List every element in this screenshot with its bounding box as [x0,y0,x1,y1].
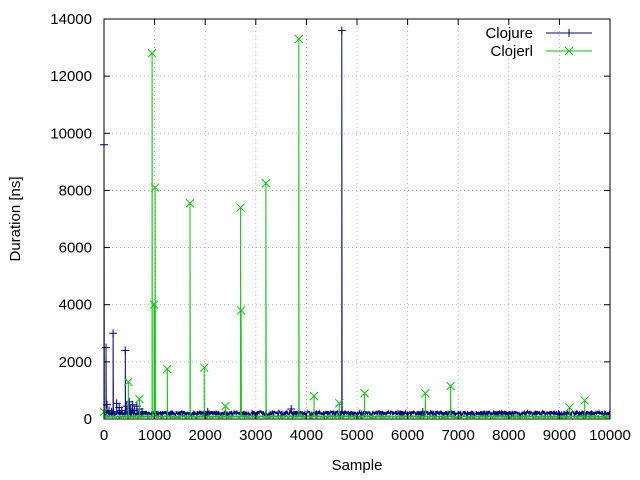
y-tick-label: 0 [84,411,92,428]
data-point [149,300,159,310]
data-point [203,407,212,416]
x-tick-label: 6000 [391,427,424,444]
legend-marker [565,29,573,37]
y-axis-label: Duration [ns] [7,176,24,261]
x-tick-label: 10000 [589,427,631,444]
x-tick-label: 7000 [442,427,475,444]
data-point [236,203,245,212]
y-tick-label: 2000 [59,354,92,371]
data-point [128,400,137,409]
series-clojerl [99,34,611,420]
data-point [121,346,130,355]
y-tick-label: 10000 [50,125,92,142]
x-tick-label: 9000 [543,427,576,444]
data-point [150,183,160,192]
data-point [446,381,455,391]
x-tick-label: 0 [100,427,108,444]
y-tick-label: 12000 [50,68,92,85]
data-point [236,306,246,315]
data-point [102,343,111,352]
x-axis-label: Sample [332,457,383,474]
legend-label: Clojure [485,25,533,42]
y-tick-label: 4000 [59,297,92,314]
series-line [103,38,611,420]
ticks: 0 1000 2000 3000 4000 5000 6000 7000 8000 9000 100… [50,11,631,444]
data-point [261,178,271,188]
x-tick-label: 4000 [290,427,323,444]
data-point [135,394,144,404]
data-point [162,364,172,374]
data-point [580,396,590,405]
grid [104,19,610,419]
legend-label: Clojerl [490,43,533,60]
x-tick-label: 1000 [138,427,171,444]
data-point [109,329,118,338]
y-tick-label: 8000 [59,182,92,199]
legend-marker [564,46,574,56]
data-point [126,405,135,413]
data-point [287,405,296,413]
x-tick-label: 5000 [340,427,373,444]
x-tick-label: 8000 [492,427,525,444]
data-point [565,403,574,412]
data-point [334,398,344,408]
data-point [199,363,209,372]
data-point [420,388,430,398]
data-point [107,407,116,416]
y-tick-label: 14000 [50,11,92,28]
x-tick-label: 2000 [189,427,222,444]
series-layer [99,26,611,420]
x-tick-label: 3000 [239,427,272,444]
data-point [309,391,319,401]
series-line [103,30,611,418]
data-point [112,399,121,408]
data-point [360,388,369,398]
series-clojure [100,26,611,418]
data-point [130,406,139,415]
data-point [221,401,230,411]
data-point [337,26,346,35]
data-point [294,34,304,44]
data-point [147,48,157,58]
data-point [185,198,195,208]
y-tick-label: 6000 [59,240,92,257]
data-point [117,406,126,415]
data-point [123,377,133,387]
